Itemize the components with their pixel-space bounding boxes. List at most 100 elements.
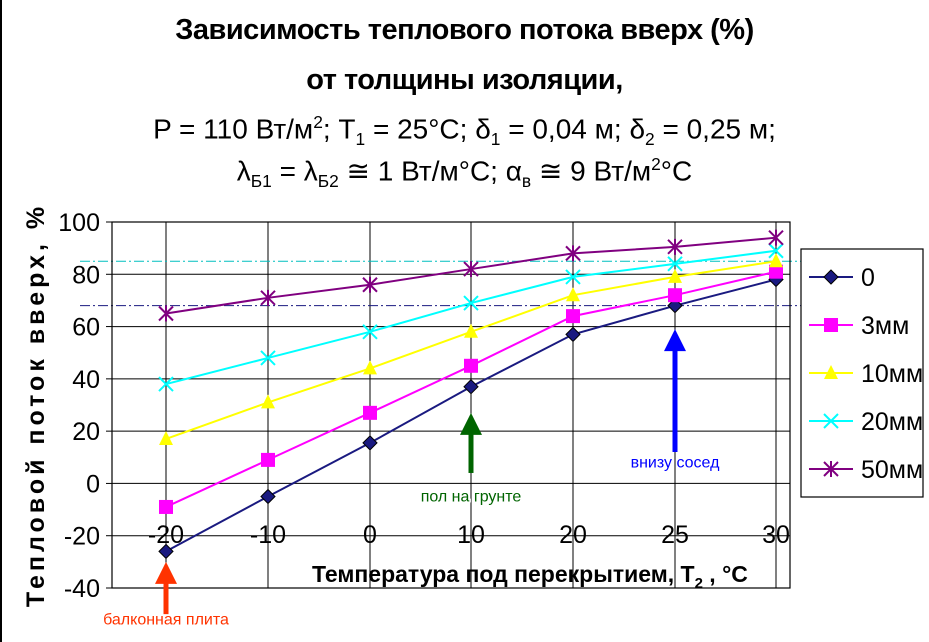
series-triangle — [159, 253, 783, 445]
data-point — [566, 309, 580, 324]
series-square — [159, 264, 783, 514]
y-tick-label: 60 — [72, 314, 100, 342]
formula-text: ≅ 1 Вт/м°C; — [338, 155, 506, 187]
legend-label: 20мм — [861, 408, 923, 436]
y-tick-label: 80 — [72, 261, 100, 289]
data-point — [565, 326, 581, 343]
formula-text: P = 110 Вт/м — [153, 113, 314, 145]
data-point — [362, 435, 378, 451]
data-point — [261, 394, 275, 409]
data-point — [158, 543, 174, 560]
legend-swatch-marker — [823, 413, 839, 429]
data-point — [769, 264, 783, 279]
plot-border — [111, 221, 791, 589]
data-point — [464, 323, 478, 338]
y-tick-label: 100 — [58, 209, 100, 237]
data-point — [463, 261, 479, 278]
formula-sub: 2 — [645, 128, 655, 149]
legend-label: 0 — [861, 264, 875, 292]
formula-sub: 1 — [355, 128, 366, 149]
data-point — [362, 324, 378, 340]
annotations: пол на грунте внизу сосед балконная плита — [102, 329, 722, 630]
data-point — [768, 243, 784, 259]
x-tick-label: -10 — [250, 521, 286, 549]
x-tick-label: 20 — [559, 521, 587, 549]
data-point — [261, 452, 275, 467]
chart-title-line-2: от толщины изоляции, — [306, 64, 623, 96]
formula-sup: 2 — [313, 112, 323, 132]
legend: 0 3мм 10мм 20мм 50мм — [800, 248, 924, 498]
data-point — [768, 229, 784, 246]
x-tick-label: 10 — [457, 521, 485, 549]
annotation-label: пол на грунте — [421, 489, 522, 506]
legend-swatch-marker — [824, 318, 838, 332]
data-point — [769, 253, 783, 268]
y-tick-label: -20 — [64, 523, 100, 551]
formula-text: = 0,04 м; — [500, 113, 630, 145]
legend-item: 50мм — [809, 456, 923, 484]
legend-swatch-marker — [823, 269, 839, 285]
legend-item: 0 — [809, 264, 875, 292]
legend-label: 3мм — [861, 312, 909, 340]
data-point — [159, 430, 173, 445]
series-star — [158, 229, 784, 322]
formula-sub: в — [521, 170, 532, 191]
x-axis-label-main: Температура под перекрытием, T — [312, 561, 695, 587]
y-tick-label: 0 — [86, 470, 100, 498]
annotation-arrow-head — [664, 329, 686, 352]
data-point — [159, 499, 173, 514]
legend-label: 10мм — [861, 360, 923, 388]
data-point — [667, 238, 683, 255]
x-axis-label-unit: , °C — [703, 561, 748, 587]
x-tick-label: 25 — [661, 521, 689, 549]
data-point — [463, 378, 479, 395]
x-tick-label: 30 — [762, 521, 790, 549]
data-point — [260, 350, 276, 366]
frame-border — [0, 0, 2, 642]
legend-item: 10мм — [809, 360, 923, 388]
chart-subtitle-formula-1: P = 110 Вт/м2; T1 = 25°C; δ1 = 0,04 м; δ… — [0, 112, 929, 150]
x-tick-label: 0 — [363, 521, 377, 549]
formula-symbol: δ — [629, 113, 646, 145]
annotation-label: внизу сосед — [631, 455, 721, 472]
data-point — [362, 276, 378, 293]
formula-text: ≅ 9 Вт/м — [531, 155, 652, 187]
data-point — [668, 288, 682, 303]
chart-title-line-1: Зависимость теплового потока вверх (%) — [175, 14, 754, 46]
y-tick-label: -40 — [64, 575, 100, 603]
formula-text: = 0,25 м; — [654, 113, 776, 145]
formula-sub: Б2 — [317, 170, 339, 191]
data-point — [260, 488, 276, 505]
formula-symbol: λ — [236, 155, 251, 187]
formula-symbol: δ — [475, 113, 491, 145]
annotation-arrow-head — [460, 412, 482, 435]
formula-sub: Б1 — [250, 170, 272, 191]
data-point — [464, 358, 478, 373]
data-point — [566, 287, 580, 302]
data-point — [158, 305, 174, 322]
formula-sub: 1 — [490, 128, 501, 149]
formula-text: °C — [660, 155, 693, 187]
y-tick-label: 40 — [72, 366, 100, 394]
legend-item: 3мм — [809, 312, 909, 340]
formula-sup: 2 — [651, 154, 661, 174]
formula-text: ; T — [322, 113, 356, 145]
legend-swatch-marker — [824, 365, 838, 379]
legend-item: 20мм — [809, 408, 923, 436]
annotation-arrow-head — [155, 561, 177, 584]
data-point — [668, 268, 682, 283]
data-point — [363, 360, 377, 375]
formula-text: = — [271, 155, 304, 187]
formula-text: = 25°C; — [365, 113, 476, 145]
data-point — [158, 376, 174, 392]
data-point — [565, 269, 581, 285]
y-tick-label: 20 — [72, 418, 100, 446]
data-point — [260, 289, 276, 306]
legend-swatch-marker — [823, 461, 839, 477]
chart-subtitle-formula-2: λБ1 = λБ2 ≅ 1 Вт/м°C; αв ≅ 9 Вт/м2°C — [0, 154, 929, 192]
formula-symbol: λ — [303, 155, 318, 187]
series-x — [158, 243, 784, 392]
